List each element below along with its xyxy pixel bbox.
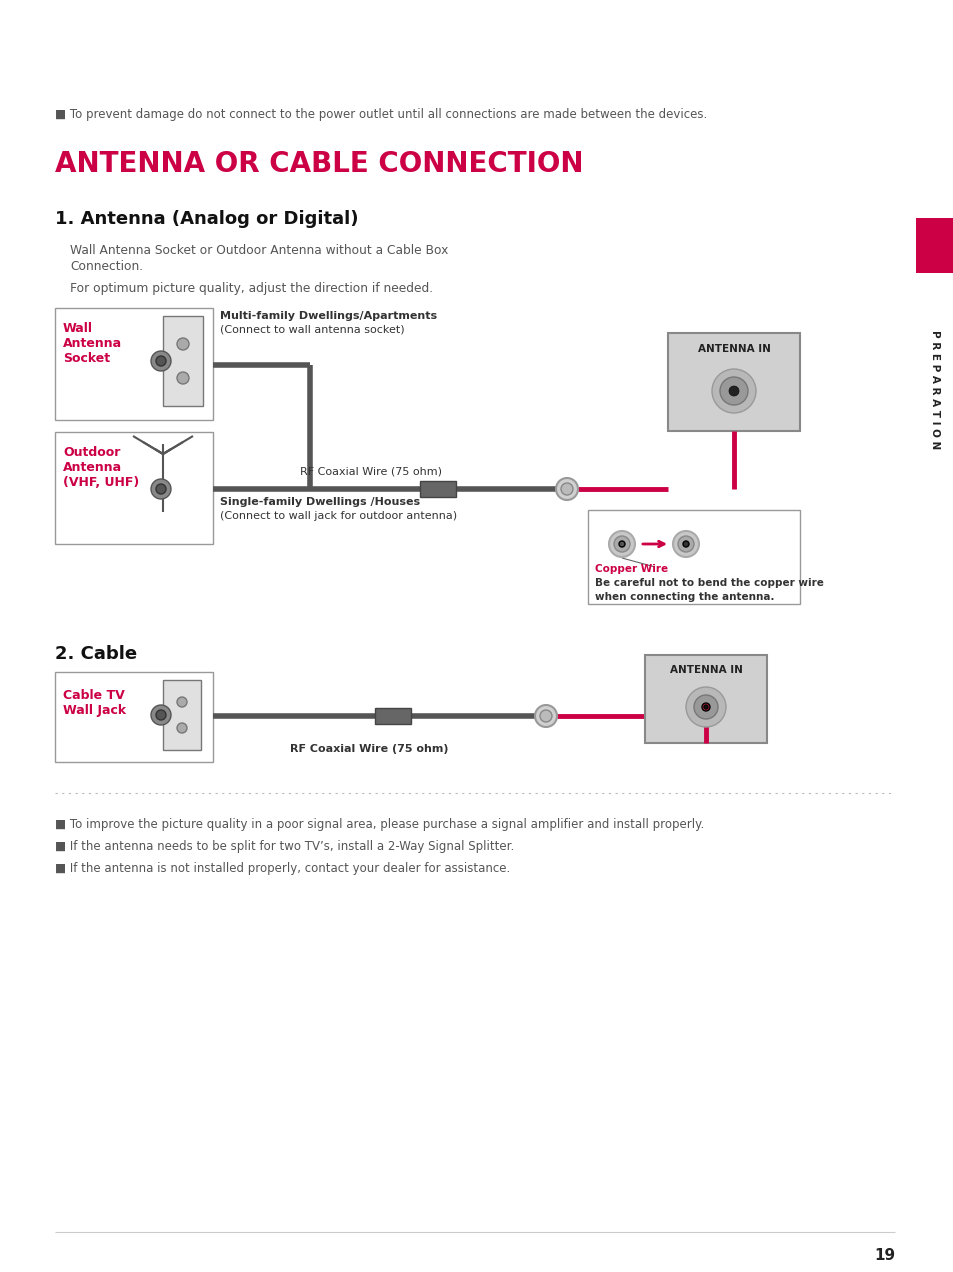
Circle shape	[156, 356, 166, 366]
Text: Antenna: Antenna	[63, 460, 122, 474]
Text: P R E P A R A T I O N: P R E P A R A T I O N	[929, 331, 939, 449]
Text: Cable TV: Cable TV	[63, 689, 125, 702]
Bar	[419, 481, 456, 497]
Text: For optimum picture quality, adjust the direction if needed.: For optimum picture quality, adjust the …	[70, 282, 433, 295]
Text: RF Coaxial Wire (75 ohm): RF Coaxial Wire (75 ohm)	[299, 467, 441, 477]
Text: (Connect to wall antenna socket): (Connect to wall antenna socket)	[220, 326, 404, 335]
Circle shape	[701, 703, 709, 711]
Circle shape	[703, 705, 707, 709]
Circle shape	[720, 377, 747, 404]
Circle shape	[614, 536, 629, 552]
Text: Wall Jack: Wall Jack	[63, 703, 126, 717]
Circle shape	[672, 530, 699, 557]
Circle shape	[535, 705, 557, 728]
Bar	[163, 681, 201, 750]
Circle shape	[556, 478, 578, 500]
Circle shape	[151, 705, 171, 725]
Text: RF Coaxial Wire (75 ohm): RF Coaxial Wire (75 ohm)	[290, 744, 448, 754]
Text: ■ If the antenna needs to be split for two TV’s, install a 2-Way Signal Splitter: ■ If the antenna needs to be split for t…	[55, 840, 514, 854]
Bar	[915, 218, 953, 273]
Circle shape	[177, 371, 189, 384]
Bar	[667, 333, 800, 431]
Text: ■ To prevent damage do not connect to the power outlet until all connections are: ■ To prevent damage do not connect to th…	[55, 108, 706, 121]
Circle shape	[177, 697, 187, 707]
Circle shape	[618, 541, 624, 547]
Text: when connecting the antenna.: when connecting the antenna.	[595, 591, 774, 602]
Text: 2. Cable: 2. Cable	[55, 645, 137, 663]
Text: Be careful not to bend the copper wire: Be careful not to bend the copper wire	[595, 577, 823, 588]
Bar	[587, 510, 800, 604]
Text: Wall: Wall	[63, 322, 92, 335]
Circle shape	[177, 722, 187, 733]
Text: ANTENNA IN: ANTENNA IN	[697, 343, 770, 354]
Circle shape	[711, 369, 755, 413]
Circle shape	[693, 695, 718, 719]
Circle shape	[156, 485, 166, 494]
Bar	[55, 432, 213, 544]
Bar	[644, 655, 766, 743]
Text: Antenna: Antenna	[63, 337, 122, 350]
Bar	[55, 308, 213, 420]
Text: (VHF, UHF): (VHF, UHF)	[63, 476, 139, 488]
Bar	[163, 315, 203, 406]
Circle shape	[177, 338, 189, 350]
Text: Single-family Dwellings /Houses: Single-family Dwellings /Houses	[220, 497, 419, 508]
Text: (Connect to wall jack for outdoor antenna): (Connect to wall jack for outdoor antenn…	[220, 511, 456, 522]
Text: Socket: Socket	[63, 352, 110, 365]
Text: Wall Antenna Socket or Outdoor Antenna without a Cable Box: Wall Antenna Socket or Outdoor Antenna w…	[70, 244, 448, 257]
Text: Connection.: Connection.	[70, 259, 143, 273]
Text: 19: 19	[873, 1248, 894, 1263]
Bar	[375, 709, 411, 724]
Text: ANTENNA OR CABLE CONNECTION: ANTENNA OR CABLE CONNECTION	[55, 150, 583, 178]
Text: ANTENNA IN: ANTENNA IN	[669, 665, 741, 675]
Bar	[55, 672, 213, 762]
Circle shape	[728, 385, 739, 396]
Circle shape	[151, 351, 171, 371]
Circle shape	[560, 483, 573, 495]
Circle shape	[678, 536, 693, 552]
Circle shape	[539, 710, 552, 722]
Circle shape	[151, 480, 171, 499]
Circle shape	[682, 541, 688, 547]
Circle shape	[685, 687, 725, 728]
Text: 1. Antenna (Analog or Digital): 1. Antenna (Analog or Digital)	[55, 210, 358, 228]
Circle shape	[608, 530, 635, 557]
Text: ■ To improve the picture quality in a poor signal area, please purchase a signal: ■ To improve the picture quality in a po…	[55, 818, 703, 831]
Text: Multi-family Dwellings/Apartments: Multi-family Dwellings/Apartments	[220, 310, 436, 321]
Text: Copper Wire: Copper Wire	[595, 563, 667, 574]
Text: Outdoor: Outdoor	[63, 446, 120, 459]
Circle shape	[156, 710, 166, 720]
Text: ■ If the antenna is not installed properly, contact your dealer for assistance.: ■ If the antenna is not installed proper…	[55, 862, 510, 875]
